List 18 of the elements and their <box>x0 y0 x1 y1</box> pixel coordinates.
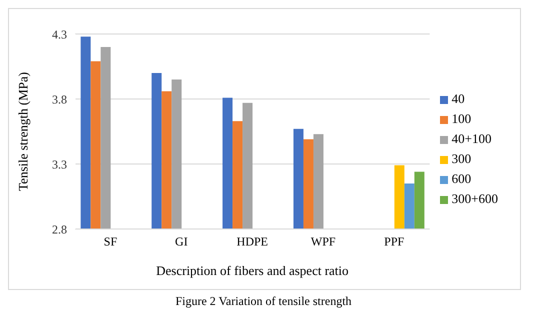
legend-label: 40+100 <box>452 131 492 146</box>
caption: Figure 2 Variation of tensile strength <box>174 294 353 309</box>
legend-label: 300 <box>452 151 472 166</box>
y-tick-label: 4.3 <box>52 27 67 42</box>
x-axis-title: Description of fibers and aspect ratio <box>156 263 349 278</box>
x-tick-label: GI <box>175 234 188 249</box>
legend-label: 300+600 <box>452 191 498 206</box>
y-tick-label: 3.8 <box>52 92 67 106</box>
y-tick-label: 3.3 <box>52 157 67 172</box>
y-axis-title: Tensile strength (MPa) <box>16 72 31 191</box>
legend-label: 600 <box>452 171 472 186</box>
y-tick-label: 2.8 <box>52 222 67 236</box>
x-tick-label: WPF <box>310 234 336 249</box>
legend-label: 100 <box>452 111 472 126</box>
legend-label: 40 <box>452 91 465 106</box>
x-tick-label: SF <box>104 234 118 249</box>
x-tick-label: PPF <box>384 234 405 249</box>
x-tick-label: HDPE <box>236 234 268 249</box>
